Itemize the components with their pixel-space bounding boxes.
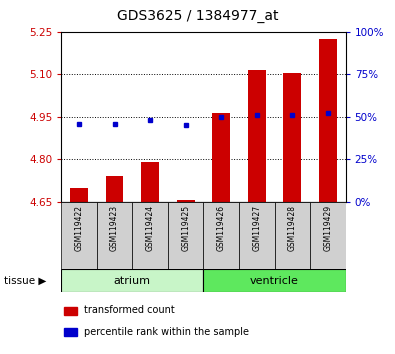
Bar bbox=[203, 269, 346, 292]
Text: GSM119422: GSM119422 bbox=[75, 205, 83, 251]
Bar bbox=[61, 202, 97, 269]
Text: GSM119428: GSM119428 bbox=[288, 205, 297, 251]
Text: GDS3625 / 1384977_at: GDS3625 / 1384977_at bbox=[117, 9, 278, 23]
Bar bbox=[141, 162, 159, 202]
Text: tissue ▶: tissue ▶ bbox=[4, 275, 46, 286]
Bar bbox=[203, 202, 239, 269]
Bar bbox=[319, 39, 337, 202]
Text: ventricle: ventricle bbox=[250, 275, 299, 286]
Text: transformed count: transformed count bbox=[84, 306, 175, 315]
Bar bbox=[70, 188, 88, 202]
Text: GSM119425: GSM119425 bbox=[181, 205, 190, 251]
Bar bbox=[64, 307, 77, 315]
Bar bbox=[106, 176, 123, 202]
Text: GSM119429: GSM119429 bbox=[324, 205, 332, 251]
Bar bbox=[132, 202, 168, 269]
Bar bbox=[64, 328, 77, 336]
Text: percentile rank within the sample: percentile rank within the sample bbox=[84, 327, 249, 337]
Bar bbox=[239, 202, 275, 269]
Bar bbox=[248, 70, 265, 202]
Bar bbox=[97, 202, 132, 269]
Bar bbox=[168, 202, 203, 269]
Bar bbox=[177, 200, 194, 202]
Text: GSM119426: GSM119426 bbox=[217, 205, 226, 251]
Text: atrium: atrium bbox=[114, 275, 151, 286]
Bar bbox=[213, 113, 230, 202]
Bar bbox=[61, 269, 203, 292]
Text: GSM119424: GSM119424 bbox=[146, 205, 154, 251]
Text: GSM119423: GSM119423 bbox=[110, 205, 119, 251]
Text: GSM119427: GSM119427 bbox=[252, 205, 261, 251]
Bar bbox=[310, 202, 346, 269]
Bar bbox=[275, 202, 310, 269]
Bar bbox=[284, 73, 301, 202]
